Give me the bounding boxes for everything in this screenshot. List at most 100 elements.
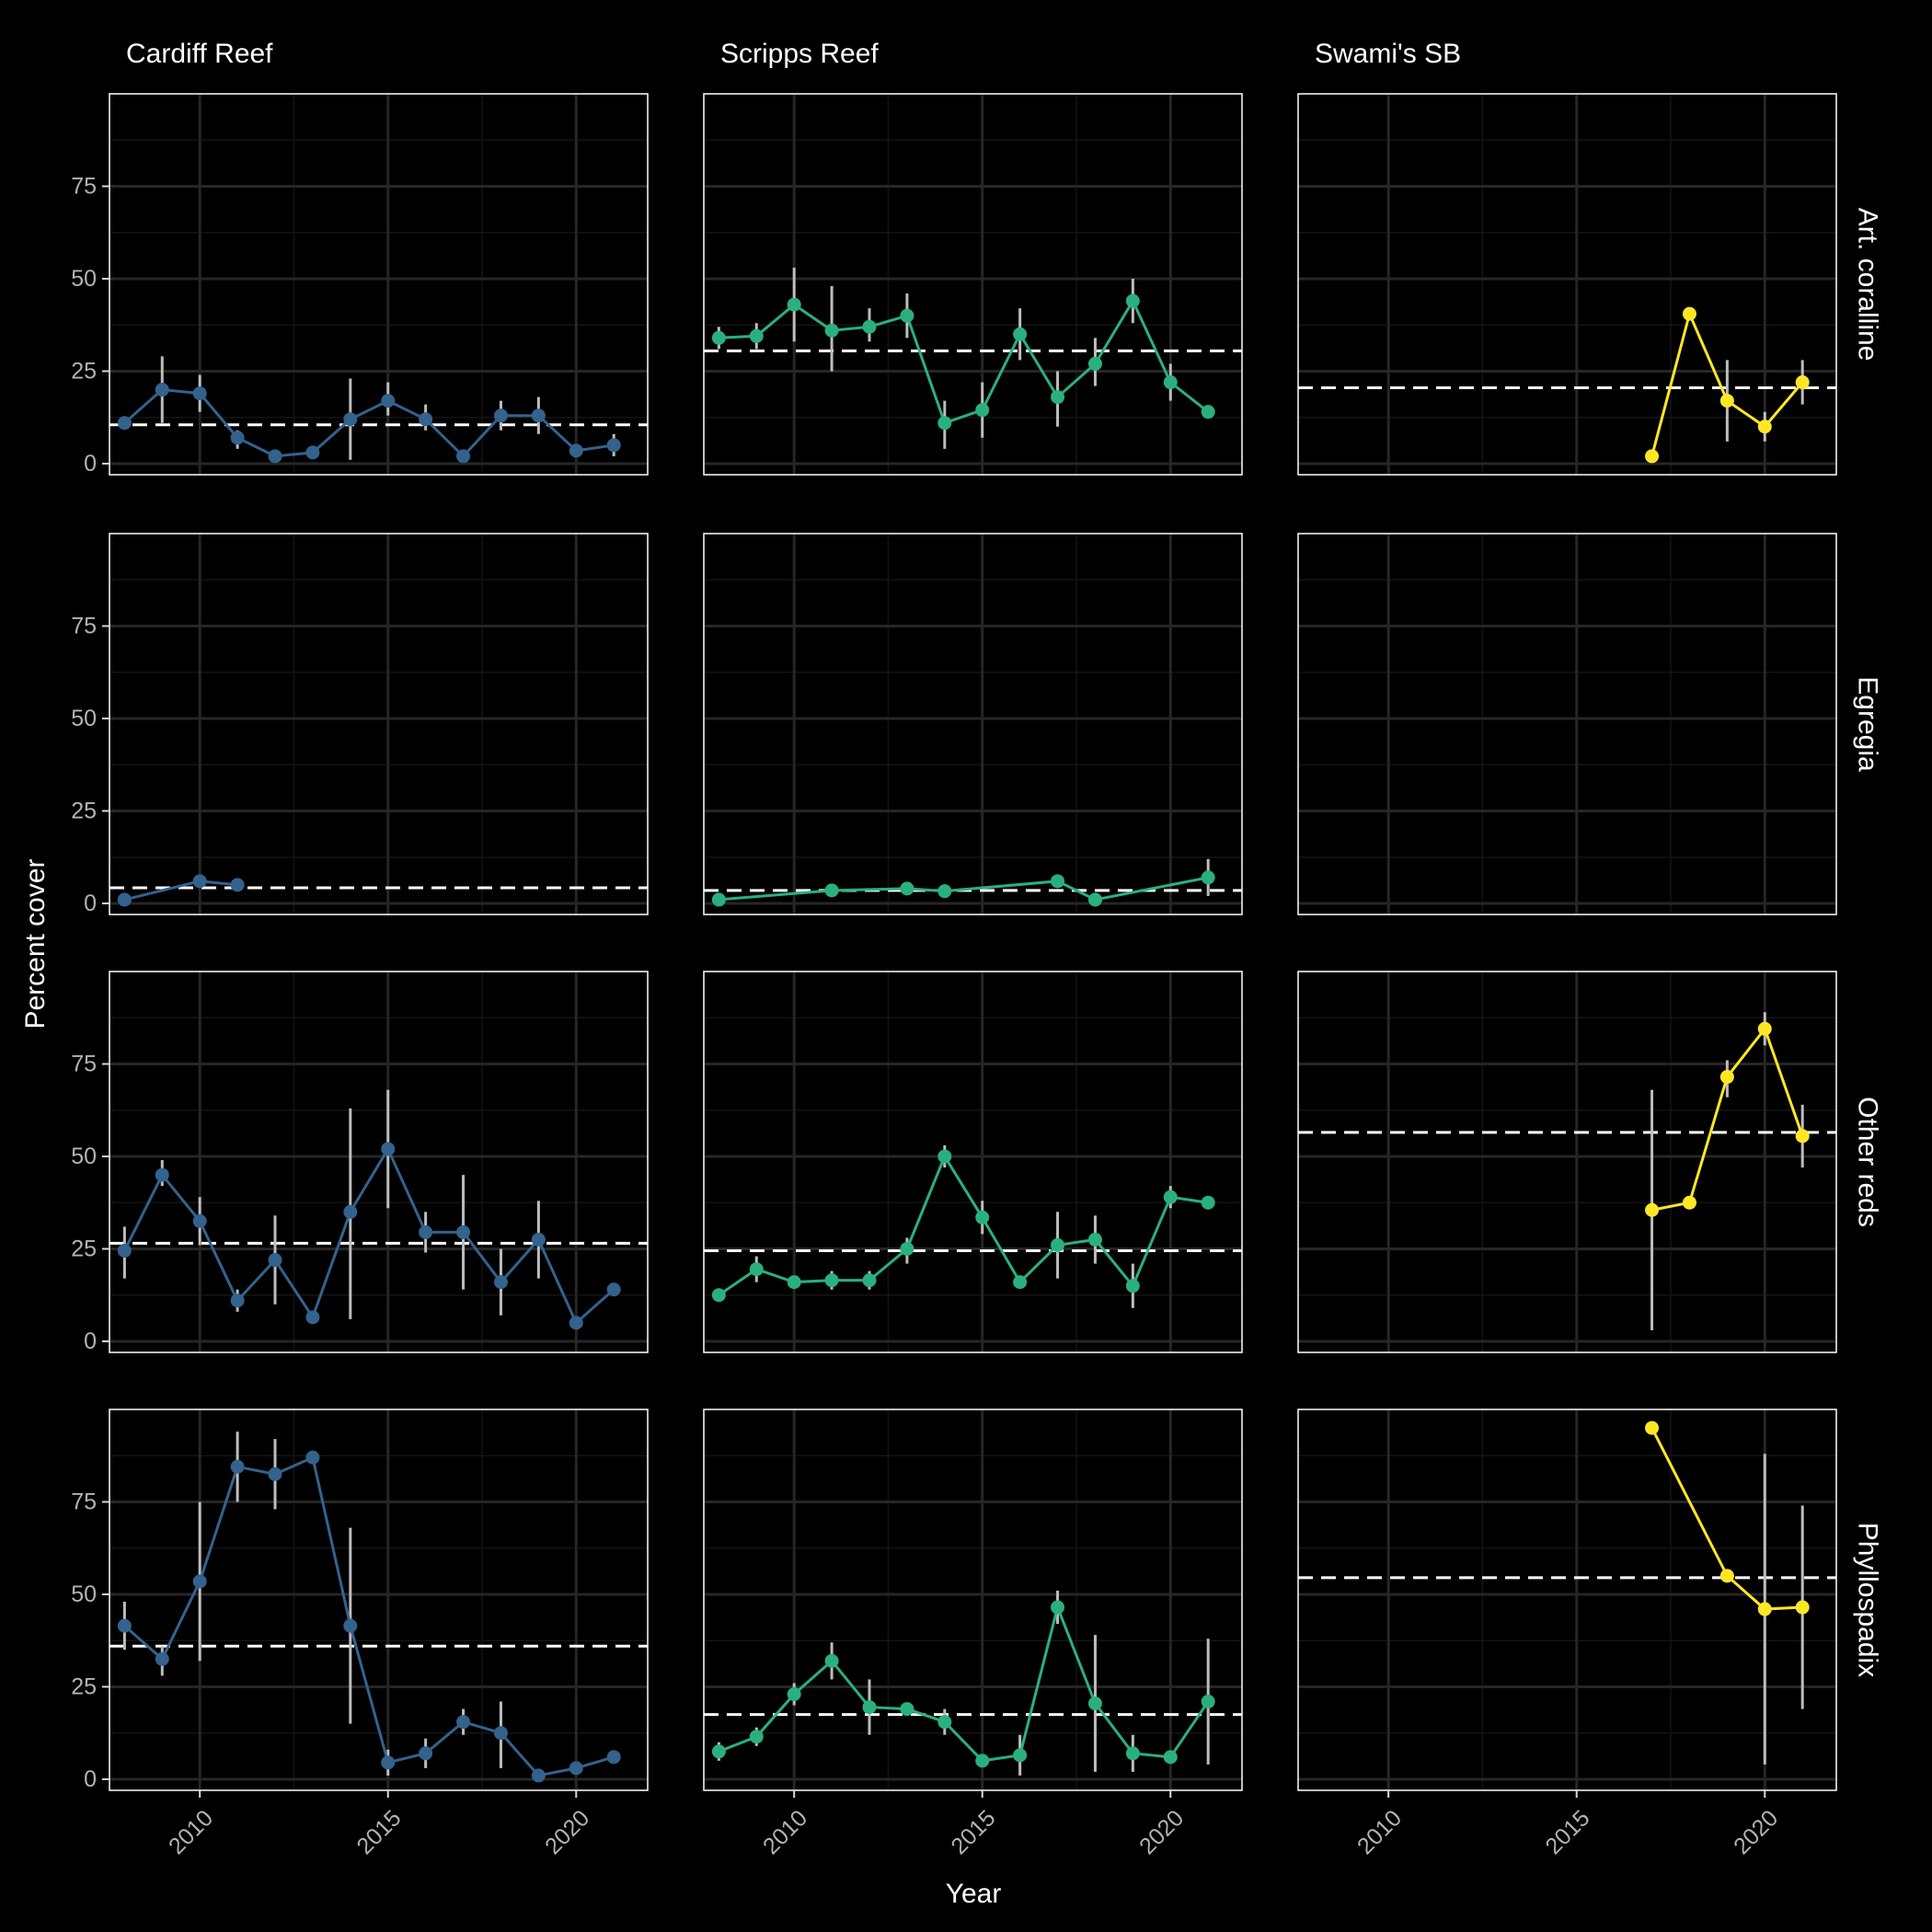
data-point (606, 1282, 621, 1297)
panel-art-coralline-scripps-reef (703, 93, 1243, 476)
data-point (117, 892, 132, 907)
gridlines (109, 972, 648, 1352)
strip-other-reds: Other reds (1853, 1097, 1883, 1227)
data-point (1051, 390, 1065, 405)
y-tick-label: 50 (71, 1581, 97, 1607)
data-point (456, 1225, 471, 1239)
panel-art-coralline-cardiff-reef (109, 93, 649, 476)
series-line (719, 297, 1210, 425)
data-point (569, 1316, 583, 1330)
data-point (900, 308, 914, 323)
data-point (268, 1253, 282, 1268)
strip-scripps-reef: Scripps Reef (720, 39, 879, 69)
panel-phyllospadix-swami-s-sb (1297, 1409, 1837, 1791)
data-point (192, 1574, 207, 1589)
panel-border (1297, 533, 1837, 915)
data-point (1087, 1696, 1102, 1711)
panel-border (1297, 1409, 1837, 1791)
data-point (711, 1744, 726, 1759)
y-tick-label: 25 (71, 358, 97, 384)
series-line (123, 1145, 615, 1326)
panel-art-coralline-swami-s-sb (1297, 93, 1837, 476)
data-point (531, 408, 546, 423)
series (704, 858, 1242, 907)
data-point (606, 438, 621, 453)
data-point (1125, 293, 1140, 308)
data-point (1645, 1420, 1660, 1435)
panel-other-reds-swami-s-sb (1297, 971, 1837, 1353)
data-point (937, 1149, 952, 1164)
panel-border (109, 93, 649, 476)
gridlines (704, 534, 1242, 914)
y-tick-label: 25 (71, 1673, 97, 1699)
data-point (1757, 420, 1772, 434)
data-point (711, 892, 726, 907)
panel-border (109, 533, 649, 915)
data-point (343, 1618, 358, 1633)
data-point (456, 1715, 471, 1730)
series (1298, 1012, 1836, 1330)
data-point (1125, 1746, 1140, 1761)
data-point (343, 412, 358, 427)
data-point (1795, 1600, 1810, 1615)
data-point (824, 883, 839, 898)
data-point (155, 1167, 169, 1182)
series (109, 1089, 648, 1330)
data-point (569, 1761, 583, 1776)
data-point (787, 1686, 801, 1701)
gridlines (1298, 94, 1836, 475)
data-point (1201, 870, 1215, 885)
y-tick-label: 75 (71, 613, 97, 638)
data-point (1645, 1202, 1660, 1217)
data-point (606, 1750, 621, 1765)
gridlines (704, 1409, 1242, 1790)
data-point (1795, 1129, 1810, 1144)
data-point (419, 1746, 433, 1761)
data-point (1682, 1195, 1696, 1210)
data-point (1201, 405, 1215, 420)
strip-art-coralline: Art. coralline (1853, 208, 1883, 362)
data-point (493, 408, 508, 423)
data-point (230, 1294, 245, 1308)
data-point (343, 1204, 358, 1219)
data-point (1051, 874, 1065, 889)
data-point (1051, 1600, 1065, 1615)
data-point (192, 1213, 207, 1228)
panel-border (109, 1409, 649, 1791)
data-point (1795, 375, 1810, 390)
y-tick-label: 75 (71, 173, 97, 199)
strip-phyllospadix: Phyllospadix (1853, 1523, 1883, 1677)
strip-cardiff-reef: Cardiff Reef (126, 39, 273, 69)
y-tick-label: 0 (84, 891, 97, 916)
data-point (1645, 449, 1660, 464)
data-point (1051, 1237, 1065, 1252)
data-point (1013, 1275, 1028, 1290)
data-point (117, 1243, 132, 1258)
data-point (381, 394, 396, 408)
series (1298, 1420, 1836, 1765)
series-line (718, 1603, 1210, 1763)
y-tick-label: 75 (71, 1489, 97, 1514)
data-point (1163, 1190, 1178, 1204)
data-point (268, 1466, 282, 1481)
data-point (456, 449, 471, 464)
data-point (900, 1241, 914, 1256)
data-point (192, 874, 207, 889)
gridlines (1298, 1409, 1836, 1790)
panel-phyllospadix-scripps-reef (703, 1409, 1243, 1791)
series (109, 356, 648, 464)
y-tick-label: 50 (71, 1144, 97, 1169)
data-point (975, 403, 990, 418)
data-point (975, 1210, 990, 1225)
y-tick-label: 25 (71, 798, 97, 823)
data-point (1087, 892, 1102, 907)
panel-border (703, 533, 1243, 915)
strip-swami-s-sb: Swami's SB (1315, 39, 1461, 69)
gridlines (1298, 534, 1836, 914)
data-point (787, 297, 801, 312)
data-point (1719, 1070, 1734, 1085)
panel-border (703, 1409, 1243, 1791)
series (109, 1432, 648, 1783)
panel-border (109, 971, 649, 1353)
